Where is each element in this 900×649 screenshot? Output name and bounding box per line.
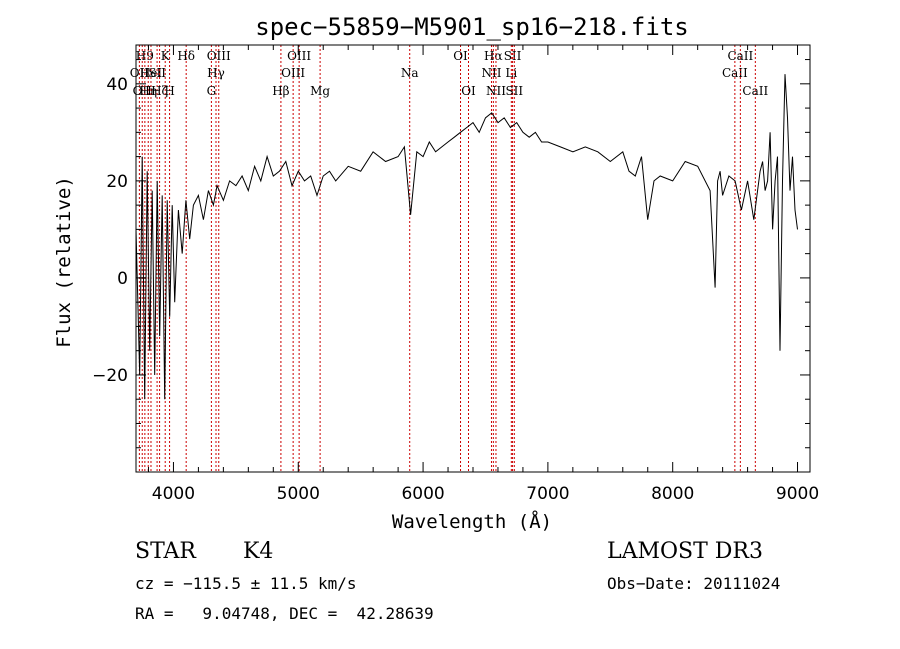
spectral-line-label: G [207, 84, 217, 98]
spectral-line-label: NII [486, 84, 506, 98]
spectral-line-label: H [164, 84, 174, 98]
spectral-line-label: OIII [281, 66, 305, 80]
y-axis-label: Flux (relative) [53, 176, 75, 348]
spectral-line-label: OI [461, 84, 476, 98]
spectral-line-label: Hα [484, 49, 503, 63]
plot-frame [135, 44, 811, 473]
spectral-line-label: SII [148, 66, 166, 80]
spectral-line-label: Mg [310, 84, 330, 98]
spectral-line-label: OI [453, 49, 468, 63]
spectral-line-label: OIII [207, 49, 231, 63]
spectral-line-label: NII [481, 66, 501, 80]
x-tick-label: 7000 [526, 484, 569, 504]
flux-series-line [135, 74, 798, 400]
x-tick-label: 6000 [401, 484, 444, 504]
spectral-line-label: OII [133, 84, 153, 98]
spectral-line-label: SII [505, 84, 523, 98]
spectral-line-label: H9 [136, 49, 154, 63]
x-axis-label: Wavelength (Å) [392, 510, 552, 533]
y-tick-label: −20 [92, 366, 128, 386]
spectral-line-label: CaII [722, 66, 748, 80]
spectral-line-label: OIII [287, 49, 311, 63]
x-tick-label: 5000 [277, 484, 320, 504]
spectral-line-label: Hβ [272, 84, 289, 98]
chart-title: spec−55859−M5901_sp16−218.fits [255, 13, 688, 41]
object-class: STAR [135, 539, 196, 564]
x-tick-label: 9000 [776, 484, 819, 504]
spectral-line-label: Hγ [207, 66, 225, 80]
x-tick-label: 8000 [651, 484, 694, 504]
spectral-line-markers: OIIOIIH9HηHeISIIHζKHHδGHγOIIIHβOIIIOIIIM… [130, 45, 768, 472]
spectral-line-label: Hζ [151, 84, 168, 98]
x-tick-label: 4000 [152, 484, 195, 504]
spectral-line-label: Hη [139, 84, 157, 98]
y-tick-label: 40 [106, 75, 128, 95]
spectral-line-label: CaII [727, 49, 753, 63]
spectral-line-label: Na [401, 66, 419, 80]
spectral-line-label: SII [504, 49, 522, 63]
survey-name: LAMOST DR3 [607, 539, 763, 564]
observation-date: Obs−Date: 20111024 [607, 574, 781, 593]
spectral-line-label: Li [505, 66, 517, 80]
axis-ticks: 4000 5000 6000 7000 8000 9000 −20 0 20 40 [92, 45, 819, 504]
spectral-line-label: CaII [742, 84, 768, 98]
spectral-line-label: Hδ [177, 49, 195, 63]
spectral-line-label: K [161, 49, 171, 63]
object-subclass: K4 [243, 539, 274, 564]
velocity-text: cz = −115.5 ± 11.5 km/s [135, 574, 357, 593]
coordinates-text: RA = 9.04748, DEC = 42.28639 [135, 604, 434, 623]
y-tick-label: 20 [106, 172, 128, 192]
y-tick-label: 0 [117, 269, 128, 289]
